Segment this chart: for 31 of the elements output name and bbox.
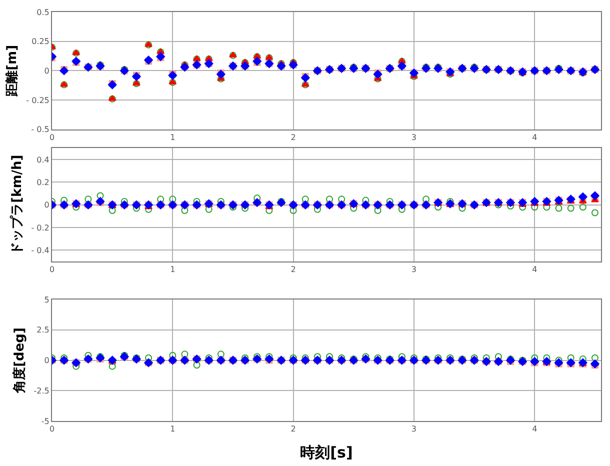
y-tick-label: 0.5	[36, 8, 50, 17]
y-tick-label: 0	[44, 66, 50, 76]
x-tick-label: 2	[290, 265, 296, 274]
y-axis-title: ドップラ[km/h]	[9, 154, 26, 255]
y-tick-label: - 0.4	[31, 246, 50, 255]
y-tick-label: - 0.5	[31, 125, 50, 134]
y-axis-title: 距離[m]	[5, 44, 20, 98]
x-tick-label: 1	[170, 132, 176, 142]
x-tick-label: 1	[170, 265, 176, 274]
y-tick-label: - 0.2	[31, 223, 50, 232]
y-tick-label: 2.5	[36, 326, 50, 335]
y-tick-label: 0	[44, 356, 50, 366]
x-tick-label: 2	[290, 424, 296, 434]
x-tick-label: 4	[532, 132, 538, 142]
x-tick-label: 1	[170, 424, 176, 434]
x-tick-label: 2	[290, 132, 296, 142]
y-tick-label: 0.2	[36, 178, 50, 187]
x-tick-label: 3	[411, 265, 417, 274]
y-tick-label: 0	[44, 200, 50, 210]
x-tick-label: 3	[411, 132, 417, 142]
y-tick-label: 0.25	[32, 37, 50, 46]
x-axis-title: 時刻[s]	[300, 444, 353, 462]
y-tick-label: - 0.25	[26, 96, 50, 105]
x-tick-label: 4	[532, 424, 538, 434]
y-tick-label: -2.5	[34, 386, 50, 396]
x-tick-label: 3	[411, 424, 417, 434]
x-tick-label: 4	[532, 265, 538, 274]
y-tick-label: 5	[44, 295, 50, 304]
y-tick-label: -5	[41, 416, 50, 426]
y-axis-title: 角度[deg]	[12, 328, 28, 394]
y-tick-label: 0.4	[36, 155, 50, 164]
